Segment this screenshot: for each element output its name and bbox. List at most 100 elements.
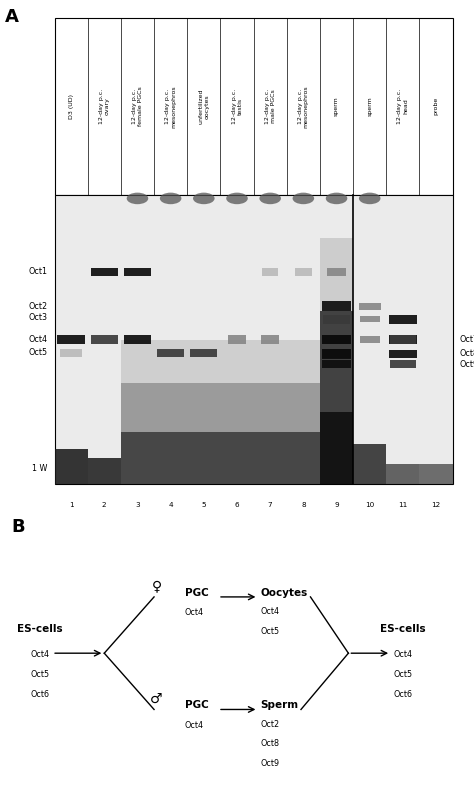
Text: ♂: ♂ <box>150 691 163 706</box>
Bar <box>254 340 287 383</box>
Bar <box>157 349 184 357</box>
Ellipse shape <box>193 192 215 204</box>
Text: 1 W: 1 W <box>32 463 47 473</box>
Bar <box>55 17 453 195</box>
Text: 12-day p.c.
ovary: 12-day p.c. ovary <box>99 89 109 124</box>
Text: Oct4: Oct4 <box>185 721 204 729</box>
Text: Oct4: Oct4 <box>185 608 204 617</box>
Text: Oct4: Oct4 <box>31 650 50 659</box>
Bar <box>389 349 417 358</box>
Bar <box>287 432 320 484</box>
Text: Oct5: Oct5 <box>28 348 47 357</box>
Bar <box>228 336 246 344</box>
Text: Oct5: Oct5 <box>393 670 412 680</box>
Bar <box>359 303 381 310</box>
Bar <box>322 301 351 311</box>
Bar <box>55 449 88 484</box>
Bar <box>57 336 85 344</box>
Bar <box>124 268 151 276</box>
Bar <box>390 360 416 368</box>
Text: Oct2: Oct2 <box>28 302 47 310</box>
Bar <box>190 349 218 357</box>
Bar <box>154 340 187 383</box>
Bar <box>55 195 453 484</box>
Ellipse shape <box>359 192 381 204</box>
Bar <box>187 340 220 383</box>
Text: Oct8: Oct8 <box>460 349 474 359</box>
Text: 12-day p.c.
female PGCs: 12-day p.c. female PGCs <box>132 86 143 126</box>
Bar <box>320 238 353 310</box>
Text: Oct4: Oct4 <box>393 650 412 659</box>
Bar <box>262 268 278 276</box>
Text: D3 (UD): D3 (UD) <box>69 93 73 119</box>
Ellipse shape <box>292 192 314 204</box>
Text: 4: 4 <box>168 502 173 508</box>
Bar <box>390 335 416 344</box>
Bar <box>389 336 417 344</box>
Text: PGC: PGC <box>185 700 209 710</box>
Text: 6: 6 <box>235 502 239 508</box>
Text: 10: 10 <box>365 502 374 508</box>
Text: ES-cells: ES-cells <box>18 624 63 634</box>
Ellipse shape <box>160 192 182 204</box>
Bar <box>360 316 380 322</box>
Text: 2: 2 <box>102 502 107 508</box>
Bar <box>121 432 154 484</box>
Bar <box>320 412 353 484</box>
Bar <box>88 458 121 484</box>
Bar <box>328 268 346 276</box>
Text: A: A <box>5 8 18 25</box>
Ellipse shape <box>226 192 248 204</box>
Bar <box>360 337 380 343</box>
Text: 8: 8 <box>301 502 306 508</box>
Text: ES-cells: ES-cells <box>380 624 426 634</box>
Text: 12-day p.c.
mesonephros: 12-day p.c. mesonephros <box>165 85 176 128</box>
Ellipse shape <box>326 192 347 204</box>
Text: Oct8: Oct8 <box>261 740 280 748</box>
Bar <box>386 464 419 484</box>
Text: Oocytes: Oocytes <box>261 588 308 598</box>
Bar <box>91 268 118 276</box>
Bar <box>121 340 154 383</box>
Bar <box>220 432 254 484</box>
Bar <box>254 383 287 432</box>
Bar <box>419 464 453 484</box>
Bar <box>124 336 151 344</box>
Text: Oct4: Oct4 <box>261 607 280 616</box>
Bar <box>187 383 220 432</box>
Bar <box>220 340 254 383</box>
Text: Oct7: Oct7 <box>460 335 474 344</box>
Bar <box>261 336 279 344</box>
Text: 12-day p.c.
head: 12-day p.c. head <box>398 89 408 124</box>
Text: 12-day p.c.
mesonephros: 12-day p.c. mesonephros <box>298 85 309 128</box>
Text: 5: 5 <box>201 502 206 508</box>
Bar <box>121 383 154 432</box>
Text: 1: 1 <box>69 502 73 508</box>
Text: Oct5: Oct5 <box>261 627 280 636</box>
Text: Oct1: Oct1 <box>28 267 47 276</box>
Text: sperm: sperm <box>334 97 339 116</box>
Bar <box>154 383 187 432</box>
Bar <box>220 383 254 432</box>
Text: Sperm: Sperm <box>261 700 299 710</box>
Text: Oct2: Oct2 <box>261 720 280 729</box>
Text: 9: 9 <box>334 502 339 508</box>
Text: probe: probe <box>434 97 438 116</box>
Text: 12-day p.c.
male PGCs: 12-day p.c. male PGCs <box>265 89 275 124</box>
Text: B: B <box>12 518 26 536</box>
Bar <box>322 349 351 359</box>
Bar <box>91 336 118 344</box>
Bar <box>154 432 187 484</box>
Bar <box>295 268 312 276</box>
Bar <box>322 335 351 345</box>
Text: Oct9: Oct9 <box>460 360 474 368</box>
Bar <box>322 349 351 358</box>
Bar <box>353 444 386 484</box>
Text: 12: 12 <box>431 502 441 508</box>
Bar <box>322 360 351 368</box>
Bar <box>320 310 353 412</box>
Text: 3: 3 <box>135 502 140 508</box>
Bar <box>287 340 320 383</box>
Text: Oct9: Oct9 <box>261 759 280 768</box>
Text: 7: 7 <box>268 502 273 508</box>
